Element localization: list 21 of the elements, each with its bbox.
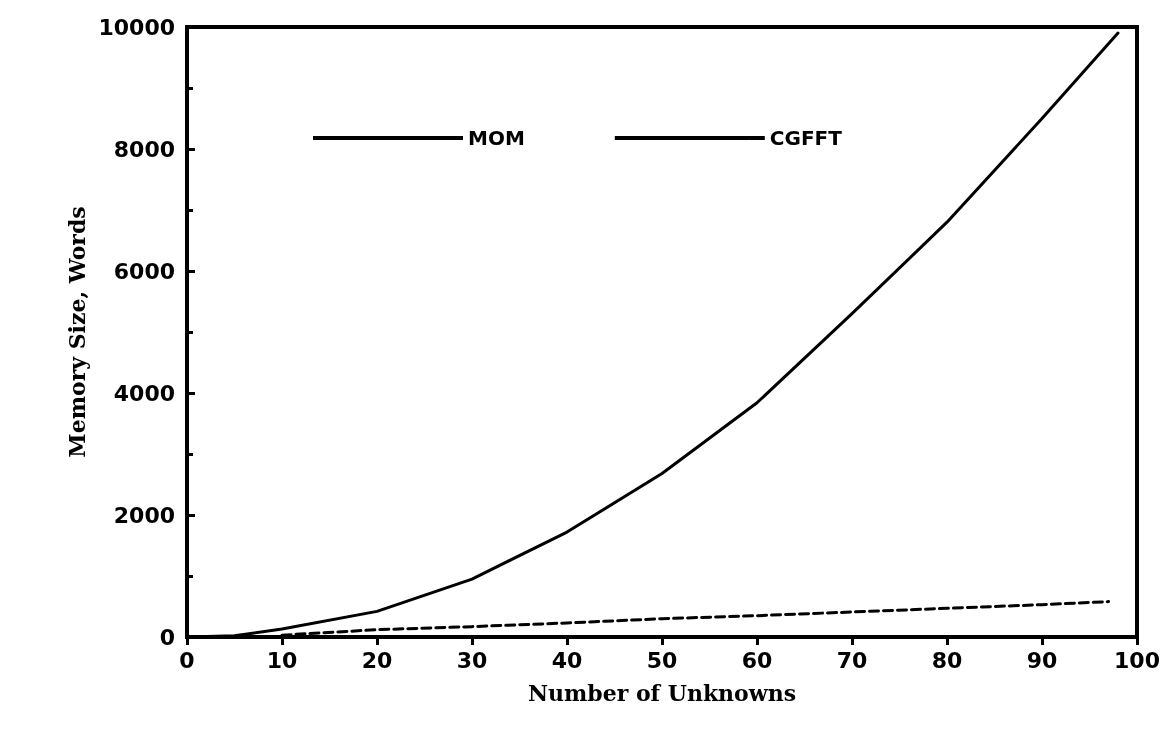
y-tick-label: 2000 [113, 502, 175, 528]
legend-label: CGFFT [769, 126, 843, 150]
x-tick-label: 20 [361, 647, 393, 673]
y-axis-title: Memory Size, Words [63, 206, 90, 458]
x-tick-label: 90 [1026, 647, 1058, 673]
x-tick-label: 80 [931, 647, 963, 673]
y-tick-label: 6000 [113, 258, 175, 284]
y-tick-label: 0 [159, 624, 175, 650]
x-axis-title: Number of Unknowns [527, 680, 797, 706]
y-tick-label: 4000 [113, 380, 175, 406]
x-tick-label: 10 [266, 647, 298, 673]
x-tick-label: 70 [836, 647, 868, 673]
x-tick-label: 50 [646, 647, 678, 673]
x-tick-label: 0 [179, 647, 195, 673]
x-tick-label: 60 [741, 647, 773, 673]
x-tick-label: 100 [1114, 647, 1160, 673]
x-tick-label: 40 [551, 647, 583, 673]
y-tick-label: 8000 [113, 136, 175, 162]
x-tick-label: 30 [456, 647, 488, 673]
legend-label: MOM [468, 126, 525, 150]
y-tick-label: 10000 [98, 14, 175, 40]
